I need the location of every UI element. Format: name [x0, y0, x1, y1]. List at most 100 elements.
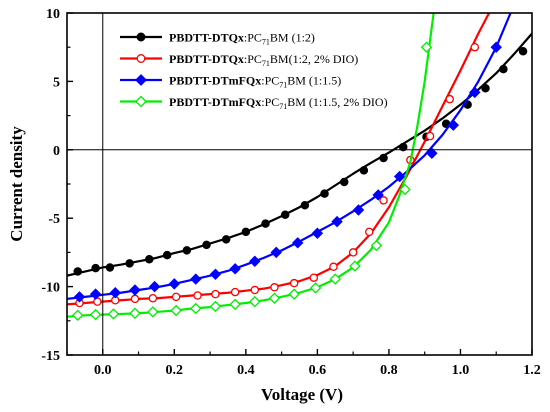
data-point [105, 263, 115, 272]
data-point [168, 278, 181, 290]
data-point [268, 292, 281, 304]
data-point [202, 240, 211, 250]
data-point [359, 166, 369, 175]
data-point [499, 64, 508, 74]
legend-label-mid: :PC [244, 31, 262, 45]
data-point [370, 239, 383, 252]
data-point [349, 260, 361, 272]
data-point [211, 289, 220, 299]
data-point [162, 250, 172, 260]
data-point [193, 291, 202, 300]
data-point [249, 255, 261, 268]
data-point [107, 308, 120, 320]
data-point [125, 259, 134, 268]
data-point [261, 219, 270, 228]
data-point [89, 288, 102, 300]
legend-label-tail: BM(1:2, 2% DIO) [270, 52, 358, 66]
data-point [91, 263, 100, 273]
x-tick-label: 0.6 [309, 363, 327, 378]
data-point [329, 262, 338, 272]
data-point [230, 287, 240, 297]
data-point [309, 273, 319, 282]
data-point [145, 254, 154, 264]
x-axis-label: Voltage (V) [261, 385, 343, 404]
data-point [229, 298, 241, 311]
data-point [339, 177, 349, 187]
data-point [364, 227, 374, 237]
data-point [445, 94, 454, 104]
series-line [67, 13, 512, 301]
data-point [280, 210, 290, 220]
data-point [109, 287, 122, 299]
data-point [288, 288, 300, 300]
data-point [241, 227, 251, 237]
data-point [148, 293, 158, 303]
data-point [93, 297, 102, 306]
legend-label: PBDTT-DTmFQx:PC71BM (1:1.5) [169, 74, 341, 90]
data-point [249, 295, 261, 308]
data-point [73, 267, 82, 276]
x-tick-label: 0.8 [380, 363, 398, 378]
series-layer [67, 13, 532, 322]
y-tick-label: -5 [48, 212, 60, 227]
data-point [311, 227, 324, 239]
y-tick-label: 0 [53, 144, 60, 159]
data-point [289, 278, 299, 288]
data-point [209, 268, 222, 281]
legend-label-tail: BM (1:1.5) [287, 74, 341, 88]
x-tick-label: 0.0 [94, 363, 112, 378]
data-point [291, 237, 304, 249]
data-point [170, 304, 182, 317]
y-tick-label: -15 [41, 349, 60, 364]
series-line [67, 32, 532, 277]
data-point [250, 285, 260, 295]
data-point [348, 248, 358, 257]
x-tick-label: 0.2 [166, 363, 184, 378]
legend-marker [136, 54, 146, 63]
data-point [469, 86, 481, 99]
data-point [490, 41, 502, 53]
data-point [398, 142, 408, 152]
legend-label: PBDTT-DTmFQx:PC71BM (1:1.5, 2% DIO) [169, 95, 388, 111]
series-2 [67, 13, 491, 308]
data-point [309, 282, 322, 294]
data-point [270, 283, 279, 292]
legend-label-tail: BM (1:1.5, 2% DIO) [287, 95, 387, 109]
data-point [420, 41, 433, 53]
data-point [221, 235, 231, 244]
legend-label-sub: 71 [262, 38, 270, 47]
axis-ticks: 0.0 0.2 0.4 0.6 0.8 1.0 1.2 -15 -10 -5 0 5 10 [41, 7, 540, 378]
legend-label-bold: PBDTT-DTmFQx [169, 95, 261, 109]
data-point [329, 273, 341, 285]
data-point [352, 204, 365, 216]
data-point [209, 300, 222, 313]
series-3 [67, 13, 512, 303]
data-point [270, 246, 282, 259]
data-point [171, 292, 181, 302]
data-point [129, 307, 141, 319]
legend-label-bold: PBDTT-DTmFQx [169, 74, 261, 88]
data-point [393, 170, 406, 183]
data-point [470, 42, 480, 52]
data-point [447, 119, 460, 131]
x-tick-label: 0.4 [237, 363, 255, 378]
data-point [130, 294, 140, 304]
y-tick-label: 10 [46, 7, 60, 22]
data-point [73, 291, 86, 303]
data-point [372, 189, 384, 201]
legend-label-mid: :PC [261, 74, 279, 88]
data-point [72, 309, 84, 322]
legend-label-mid: :PC [244, 52, 262, 66]
data-point [379, 196, 388, 205]
legend-marker [135, 95, 147, 108]
x-tick-label: 1.0 [452, 363, 470, 378]
y-tick-label: -10 [41, 281, 60, 296]
legend-marker [136, 32, 146, 42]
legend-label-sub: 71 [279, 102, 287, 111]
data-point [190, 302, 202, 315]
data-point [129, 284, 141, 296]
data-point [426, 147, 438, 159]
legend-marker [135, 74, 147, 86]
